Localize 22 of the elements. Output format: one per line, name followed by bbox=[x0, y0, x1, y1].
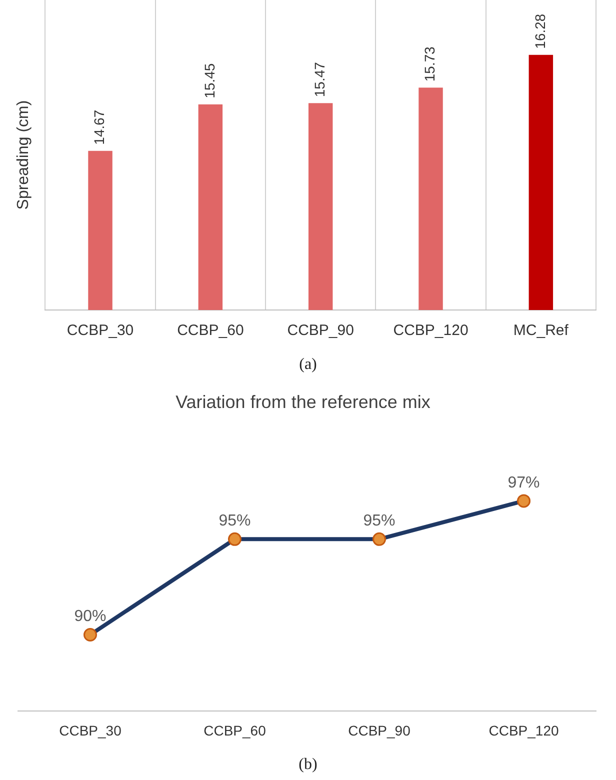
data-label: 95% bbox=[363, 512, 396, 530]
data-label: 15.47 bbox=[311, 62, 328, 98]
text: (b) bbox=[298, 755, 318, 775]
chart-title: Variation from the reference mix bbox=[176, 392, 430, 412]
x-tick-label: CCBP_30 bbox=[59, 722, 122, 738]
data-label: 95% bbox=[218, 512, 251, 530]
y-axis-title: Spreading (cm) bbox=[15, 100, 32, 210]
x-tick-label: MC_Ref bbox=[513, 322, 570, 340]
x-tick-label: CCBP_60 bbox=[177, 322, 244, 340]
data-label: 15.73 bbox=[422, 46, 438, 82]
x-tick-label: CCBP_60 bbox=[204, 722, 266, 738]
data-label: 15.45 bbox=[201, 63, 218, 98]
data-label: 16.28 bbox=[532, 14, 548, 49]
data-label: 90% bbox=[74, 608, 106, 626]
text: (a) bbox=[298, 355, 318, 375]
data-label: 14.67 bbox=[91, 110, 108, 145]
x-tick-label: CCBP_90 bbox=[287, 322, 354, 340]
data-label: 97% bbox=[508, 474, 540, 492]
x-tick-label: CCBP_120 bbox=[488, 722, 559, 738]
x-tick-label: CCBP_120 bbox=[393, 322, 468, 340]
x-tick-label: CCBP_90 bbox=[348, 722, 411, 738]
x-tick-label: CCBP_30 bbox=[66, 322, 134, 340]
